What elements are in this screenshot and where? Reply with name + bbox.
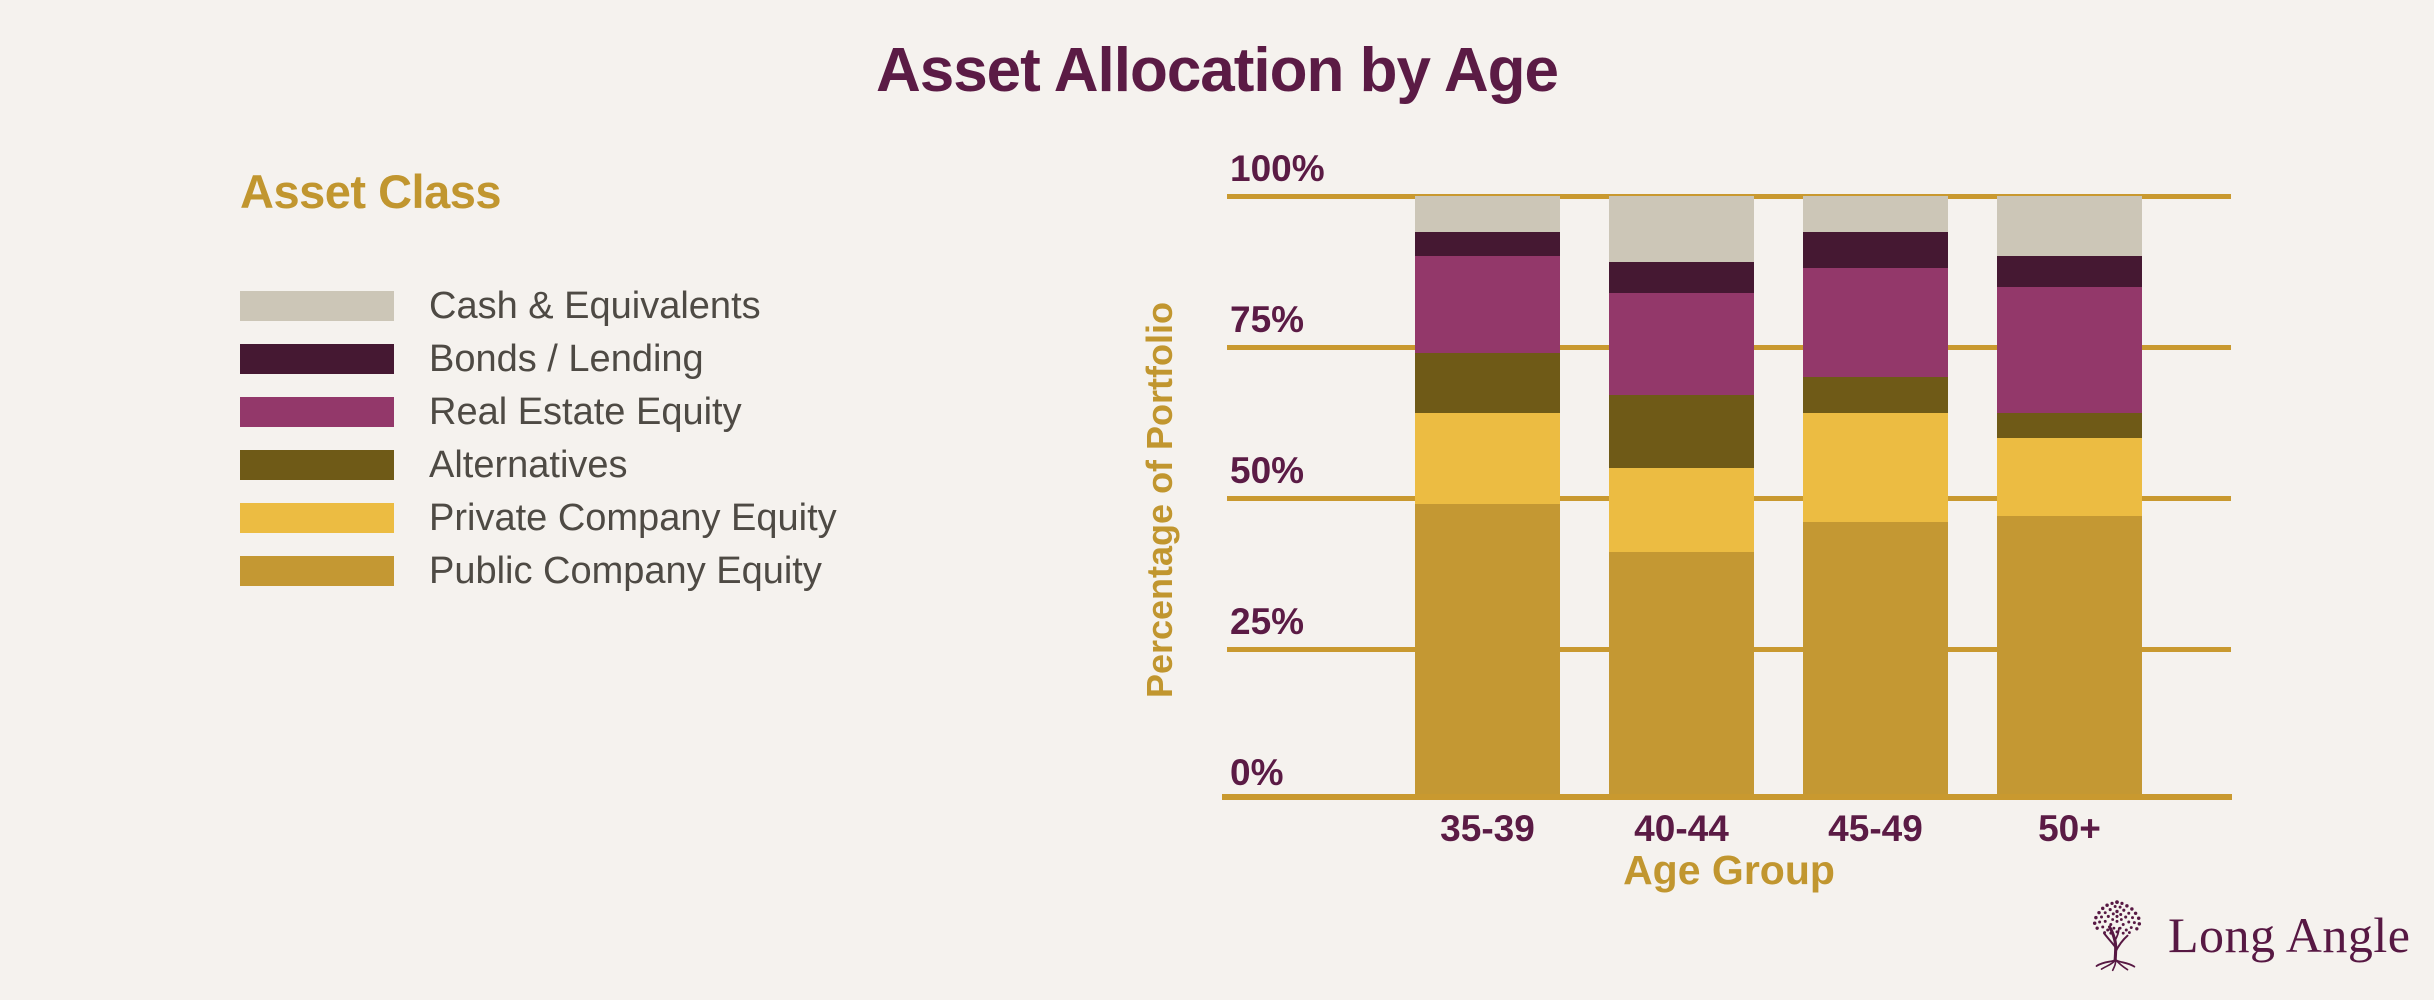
y-tick-label: 0% — [1230, 752, 1284, 793]
bar-segment — [1803, 522, 1948, 800]
chart-plot-area: 0% 25% 50% 75% 100% 35-39 40-44 45-49 50+ — [1227, 150, 2231, 847]
legend-items: Cash & Equivalents Bonds / Lending Real Es… — [240, 287, 837, 590]
bar-segment — [1415, 196, 1560, 233]
bar-segment — [1415, 353, 1560, 414]
bar-segment — [1415, 504, 1560, 800]
y-axis-title: Percentage of Portfolio — [1139, 301, 1180, 699]
legend-label: Public Company Equity — [429, 550, 822, 592]
brand-name: Long Angle — [2168, 907, 2411, 963]
bar-segment — [1997, 437, 2142, 517]
legend-label: Private Company Equity — [429, 497, 837, 539]
legend-label: Real Estate Equity — [429, 391, 742, 433]
legend-item: Real Estate Equity — [240, 393, 837, 431]
x-axis-line — [1222, 794, 2232, 800]
bar-segment — [1415, 232, 1560, 257]
legend-swatch — [240, 291, 394, 321]
bar-segment — [1609, 262, 1754, 293]
legend-title: Asset Class — [240, 165, 501, 218]
legend-label: Bonds / Lending — [429, 338, 704, 380]
legend-swatch — [240, 503, 394, 533]
bar-segment — [1997, 256, 2142, 287]
bar-segment — [1997, 196, 2142, 257]
legend-swatch — [240, 397, 394, 427]
legend-item: Bonds / Lending — [240, 340, 837, 378]
y-tick-label: 25% — [1230, 601, 1305, 642]
legend-label: Cash & Equivalents — [429, 285, 761, 327]
legend-swatch — [240, 556, 394, 586]
legend-label: Alternatives — [429, 444, 628, 486]
legend-item: Private Company Equity — [240, 499, 837, 537]
legend-swatch — [240, 344, 394, 374]
legend-swatch — [240, 450, 394, 480]
bar-segment — [1609, 552, 1754, 800]
bar-segment — [1609, 395, 1754, 468]
bar-segment — [1803, 268, 1948, 378]
x-tick-label: 45-49 — [1828, 808, 1923, 849]
y-tick-label: 75% — [1230, 299, 1305, 340]
page-title: Asset Allocation by Age — [875, 36, 1559, 105]
bar-segment — [1609, 467, 1754, 553]
bar-segment — [1803, 413, 1948, 523]
bar-segment — [1609, 196, 1754, 263]
x-tick-label: 50+ — [2038, 808, 2101, 849]
legend-item: Alternatives — [240, 446, 837, 484]
bar-50+ — [1997, 196, 2142, 800]
tree-icon — [2092, 900, 2142, 972]
bar-45-49 — [1803, 196, 1948, 800]
legend-item: Cash & Equivalents — [240, 287, 837, 325]
x-tick-label: 40-44 — [1634, 808, 1729, 849]
bar-segment — [1415, 413, 1560, 504]
bar-segment — [1997, 516, 2142, 800]
bar-40-44 — [1609, 196, 1754, 800]
bar-35-39 — [1415, 196, 1560, 800]
bar-segment — [1803, 377, 1948, 414]
bar-segment — [1609, 292, 1754, 396]
y-tick-label: 100% — [1230, 148, 1325, 189]
legend: Asset Class Cash & Equivalents Bonds / Le… — [240, 168, 837, 609]
bar-segment — [1997, 413, 2142, 438]
brand-logo: Long Angle — [2086, 890, 2410, 980]
bar-segment — [1415, 256, 1560, 354]
bar-segment — [1803, 196, 1948, 233]
y-tick-label: 50% — [1230, 450, 1305, 491]
bar-segment — [1997, 286, 2142, 414]
bar-segment — [1803, 232, 1948, 269]
x-axis-title: Age Group — [1623, 847, 1835, 893]
x-tick-label: 35-39 — [1440, 808, 1535, 849]
legend-item: Public Company Equity — [240, 552, 837, 590]
